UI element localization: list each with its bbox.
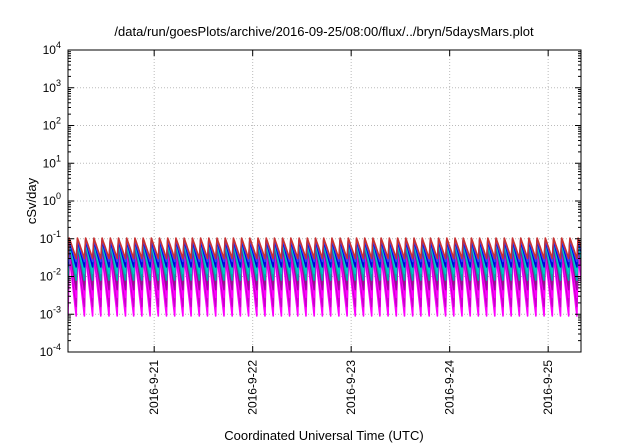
- series-layer: [68, 237, 581, 317]
- x-tick-label: 2016-9-25: [541, 360, 555, 415]
- y-axis-label: cSv/day: [24, 177, 39, 224]
- x-tick-label: 2016-9-21: [147, 360, 161, 415]
- x-axis-label: Coordinated Universal Time (UTC): [224, 428, 423, 443]
- y-tick-label: 100: [43, 191, 61, 208]
- chart-title: /data/run/goesPlots/archive/2016-09-25/0…: [114, 24, 534, 39]
- x-tick-label: 2016-9-23: [344, 360, 358, 415]
- y-tick-label: 10-4: [40, 342, 61, 359]
- y-tick-label: 103: [43, 78, 61, 95]
- y-tick-label: 10-3: [40, 304, 61, 321]
- x-tick-label: 2016-9-22: [246, 360, 260, 415]
- series-line: [68, 237, 581, 260]
- x-tick-label: 2016-9-24: [443, 360, 457, 415]
- y-tick-label: 10-2: [40, 267, 61, 284]
- axis-ticks: 10-4 10-3 10-2 10-1 100 101 102 103 104 2016-9-21…: [40, 40, 581, 415]
- y-tick-label: 104: [43, 40, 61, 57]
- y-tick-label: 102: [43, 116, 61, 133]
- y-tick-label: 101: [43, 153, 61, 170]
- grid: [68, 50, 581, 352]
- y-tick-label: 10-1: [40, 229, 61, 246]
